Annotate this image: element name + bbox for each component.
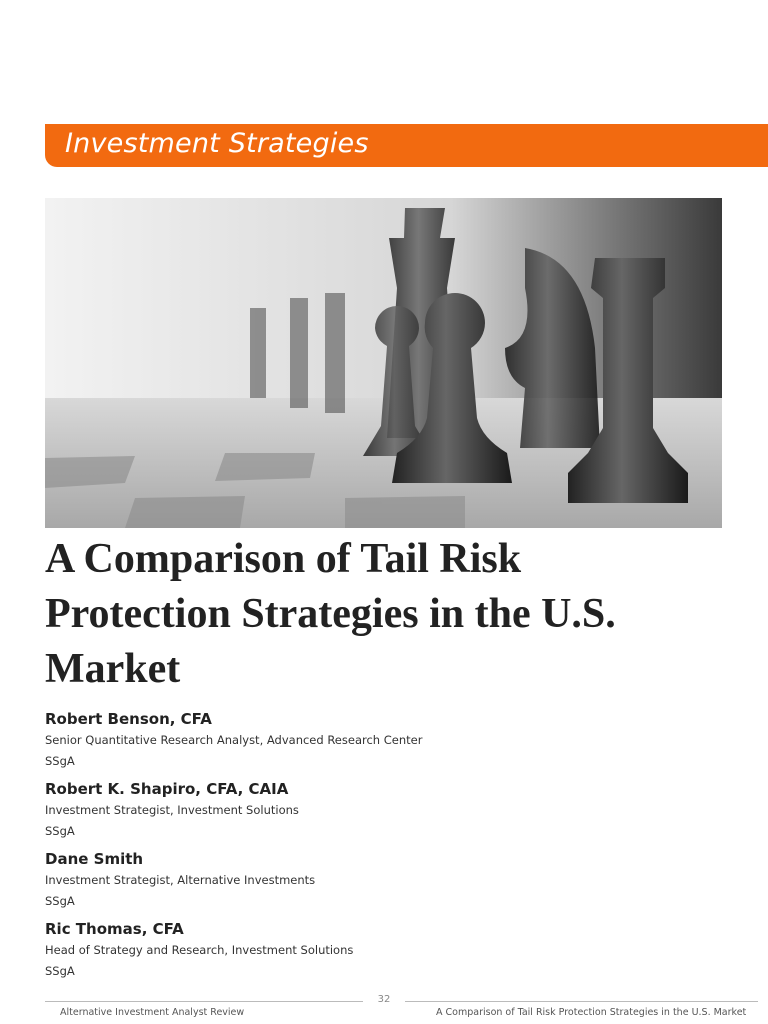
author-list: Robert Benson, CFA Senior Quantitative Re… (45, 708, 422, 988)
page-number: 32 (377, 994, 391, 1005)
author: Dane Smith Investment Strategist, Alterna… (45, 848, 422, 918)
author: Robert Benson, CFA Senior Quantitative Re… (45, 708, 422, 778)
author-role: Senior Quantitative Research Analyst, Ad… (45, 733, 423, 747)
author-name: Robert Benson, CFA (45, 710, 212, 728)
section-band: Investment Strategies (45, 124, 768, 167)
author-organization: SSgA (45, 824, 75, 838)
footer-rule (45, 1001, 363, 1002)
author-role: Head of Strategy and Research, Investmen… (45, 943, 354, 957)
author-name: Robert K. Shapiro, CFA, CAIA (45, 780, 289, 798)
article-title: A Comparison of Tail Risk Protection Str… (45, 536, 616, 692)
footer-article: A Comparison of Tail Risk Protection Str… (436, 1007, 747, 1018)
chess-photo (45, 198, 722, 528)
author-organization: SSgA (45, 754, 75, 768)
footer-rule (405, 1001, 758, 1002)
author-organization: SSgA (45, 894, 75, 908)
author: Robert K. Shapiro, CFA, CAIA Investment S… (45, 778, 422, 848)
author-role: Investment Strategist, Alternative Inves… (45, 873, 316, 887)
author-name: Ric Thomas, CFA (45, 920, 184, 938)
author-organization: SSgA (45, 964, 75, 978)
author-name: Dane Smith (45, 850, 144, 868)
author-role: Investment Strategist, Investment Soluti… (45, 803, 299, 817)
section-title: Investment Strategies (65, 128, 369, 159)
author: Ric Thomas, CFA Head of Strategy and Rese… (45, 918, 422, 988)
footer-journal: Alternative Investment Analyst Review (60, 1007, 245, 1018)
